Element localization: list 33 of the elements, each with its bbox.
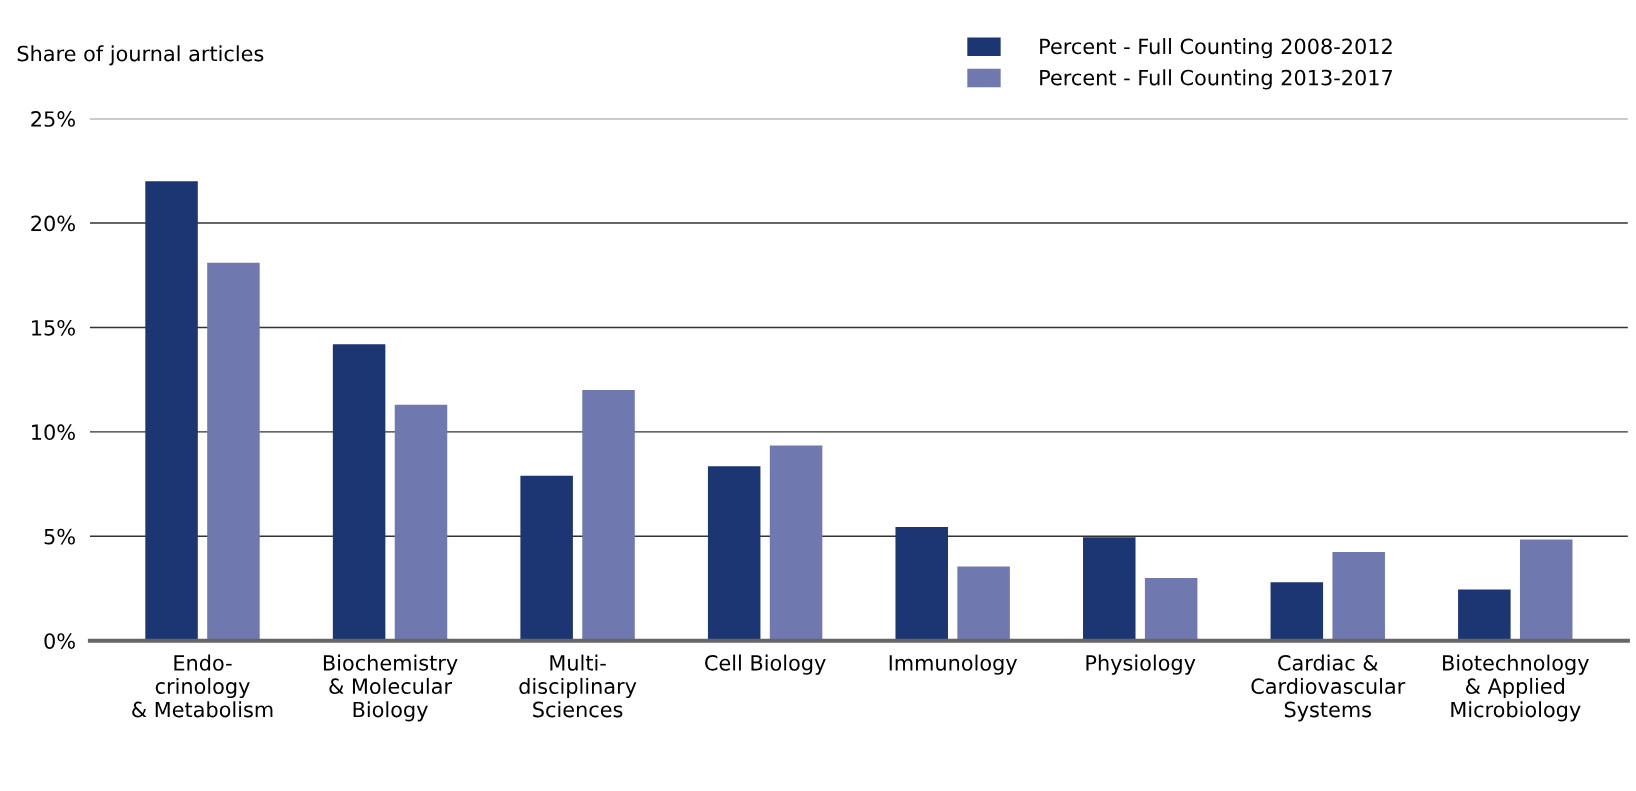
bar bbox=[1519, 539, 1573, 641]
y-tick-label: 20% bbox=[31, 215, 75, 232]
x-tick-label: Biotechnology & Applied Microbiology bbox=[1443, 654, 1589, 722]
bar bbox=[394, 404, 448, 641]
bar bbox=[1458, 589, 1511, 641]
bar bbox=[895, 526, 948, 641]
bar bbox=[207, 262, 260, 641]
legend-label: Percent - Full Counting 2008-2012 bbox=[1040, 38, 1392, 59]
y-axis-title: Share of journal articles bbox=[17, 45, 264, 66]
x-tick-label: Physiology bbox=[1086, 654, 1196, 675]
legend-label: Percent - Full Counting 2013-2017 bbox=[1040, 69, 1392, 90]
bar bbox=[1083, 537, 1136, 641]
x-tick-label: Cell Biology bbox=[705, 654, 826, 675]
x-tick-label: Multi- disciplinary Sciences bbox=[519, 654, 637, 718]
y-tick-label: 15% bbox=[32, 319, 75, 336]
bar bbox=[769, 445, 823, 641]
bar bbox=[582, 390, 635, 641]
bar bbox=[1144, 578, 1198, 641]
y-tick-label: 0% bbox=[44, 633, 75, 649]
x-tick-label: Biochemistry & Molecular Biology bbox=[323, 654, 458, 722]
bar bbox=[332, 344, 386, 641]
bar bbox=[957, 566, 1010, 641]
bar bbox=[145, 181, 198, 641]
x-tick-label: Cardiac & Cardiovascular Systems bbox=[1251, 654, 1406, 722]
y-tick-label: 5% bbox=[44, 528, 75, 545]
x-tick-label: Immunology bbox=[889, 654, 1018, 675]
bar bbox=[1332, 551, 1385, 641]
x-tick-label: Endo- crinology & Metabolism bbox=[132, 654, 273, 718]
y-tick-label: 10% bbox=[32, 424, 75, 441]
bar bbox=[707, 466, 761, 641]
bar bbox=[520, 475, 573, 641]
bar bbox=[1270, 582, 1324, 641]
y-tick-label: 25% bbox=[31, 111, 75, 127]
